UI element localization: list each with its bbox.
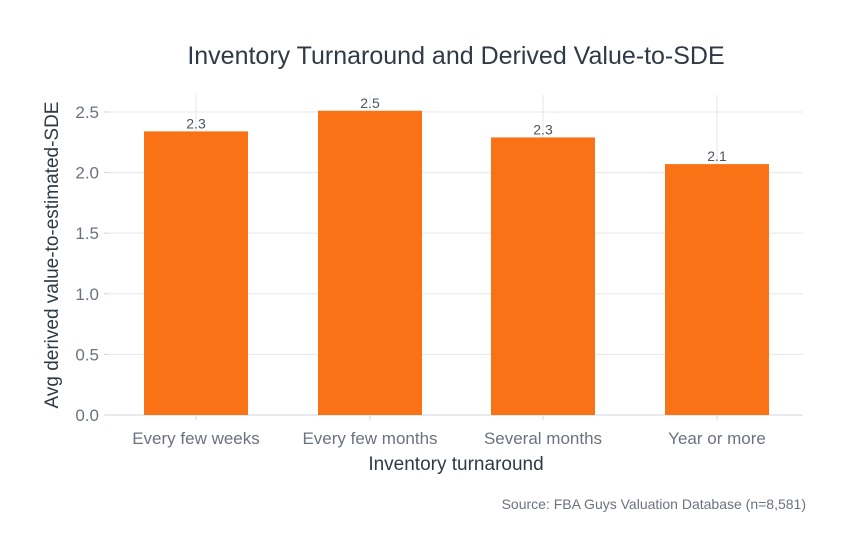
bar-value-label: 2.1: [707, 148, 727, 164]
bar: [665, 164, 769, 415]
y-tick-label: 1.0: [75, 285, 99, 304]
y-tick-label: 2.5: [75, 103, 99, 122]
bar: [144, 131, 248, 415]
bar: [491, 137, 595, 415]
x-tick-label: Year or more: [668, 429, 766, 448]
y-tick-label: 0.0: [75, 406, 99, 425]
x-tick-label: Several months: [484, 429, 602, 448]
bar-value-label: 2.3: [533, 121, 553, 137]
bar: [318, 110, 422, 416]
y-tick-label: 1.5: [75, 224, 99, 243]
data-labels: 2.3 2.5 2.3 2.1: [186, 95, 727, 164]
y-axis-label: Avg derived value-to-estimated-SDE: [42, 102, 63, 409]
chart-title: Inventory Turnaround and Derived Value-t…: [187, 42, 724, 70]
source-note: Source: FBA Guys Valuation Database (n=8…: [502, 496, 806, 512]
y-tick-label: 0.5: [75, 345, 99, 364]
x-tick-label: Every few months: [302, 429, 437, 448]
x-axis-label: Inventory turnaround: [368, 454, 543, 475]
x-tick-label: Every few weeks: [132, 429, 260, 448]
bars: [144, 110, 769, 416]
bar-value-label: 2.5: [360, 95, 380, 111]
bar-value-label: 2.3: [186, 115, 206, 131]
tick-labels: 0.0 0.5 1.0 1.5 2.0 2.5 Every few weeks Every f…: [75, 103, 765, 448]
y-tick-label: 2.0: [75, 164, 99, 183]
